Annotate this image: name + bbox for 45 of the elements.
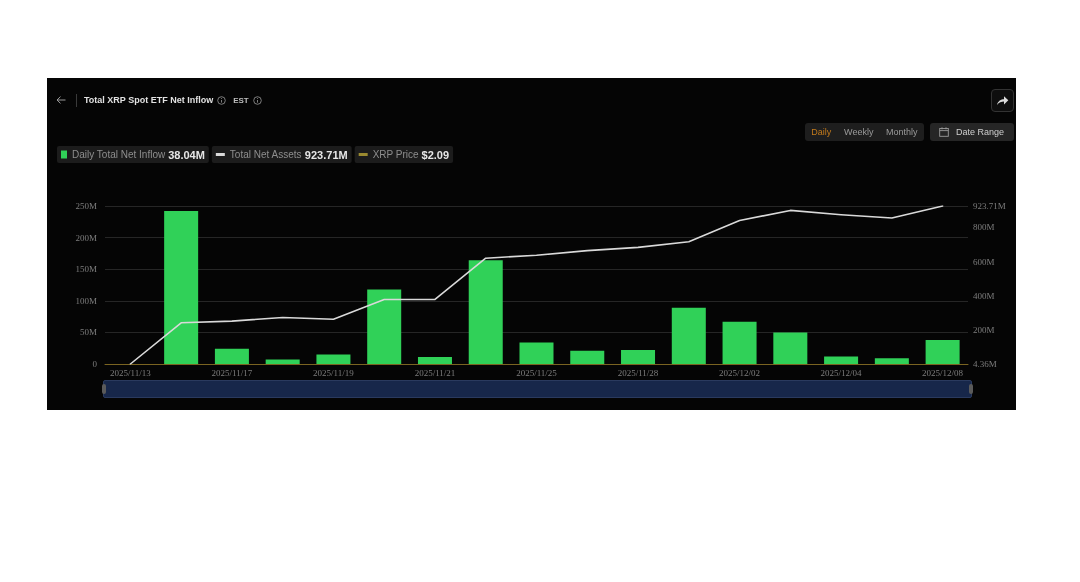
bar [874, 358, 909, 364]
text: EST [233, 95, 249, 105]
y-tick-label: 100M [75, 295, 97, 306]
y-tick-label: 150M [75, 264, 97, 275]
bar [164, 211, 199, 364]
legend-label: XRP Price $2.09 [372, 148, 450, 161]
y2-tick-label: 400M [973, 291, 995, 302]
bar [621, 350, 656, 364]
bar [773, 332, 808, 364]
x-tick-label: 2025/11/25 [516, 367, 558, 378]
x-tick-label: 2025/12/04 [820, 367, 863, 378]
bar [417, 357, 452, 364]
chart-title: Total XRP Spot ETF Net Inflow [84, 95, 214, 105]
bar [316, 354, 351, 364]
legend-label: Total Net Assets 923.71M [229, 148, 348, 161]
y2-tick-label: 200M [973, 325, 995, 336]
bar [519, 342, 554, 364]
y-tick-label: 50M [79, 327, 97, 338]
bar [468, 260, 503, 364]
y-tick-label: 250M [75, 201, 97, 211]
bar [671, 307, 706, 364]
x-tick-label: 2025/11/21 [414, 367, 456, 378]
x-tick-label: 2025/11/17 [211, 367, 253, 378]
x-tick-label: 2025/11/19 [313, 367, 355, 378]
bar [570, 350, 605, 364]
bar [265, 359, 300, 364]
bar [367, 289, 402, 364]
y-tick-label: 200M [75, 232, 97, 243]
bar [214, 348, 249, 364]
bar [824, 356, 859, 364]
y2-tick-label: 923.71M [973, 201, 1006, 211]
bar [925, 339, 960, 364]
legend-label: Daily Total Net Inflow 38.04M [72, 148, 205, 161]
x-tick-label: 2025/12/02 [719, 367, 761, 378]
x-tick-label: 2025/11/28 [617, 367, 659, 378]
bar [722, 321, 757, 364]
date-range-button: Date Range [930, 123, 1014, 141]
y2-tick-label: 600M [973, 256, 995, 267]
y2-tick-label: 4.36M [973, 359, 997, 369]
x-tick-label: 2025/12/08 [922, 367, 964, 378]
line-series [129, 205, 944, 365]
period-toggle: Daily Weekly Monthly [805, 123, 924, 141]
y2-tick-label: 800M [973, 222, 995, 233]
x-tick-label: 2025/11/13 [110, 367, 152, 378]
y-tick-label: 0 [92, 359, 98, 369]
